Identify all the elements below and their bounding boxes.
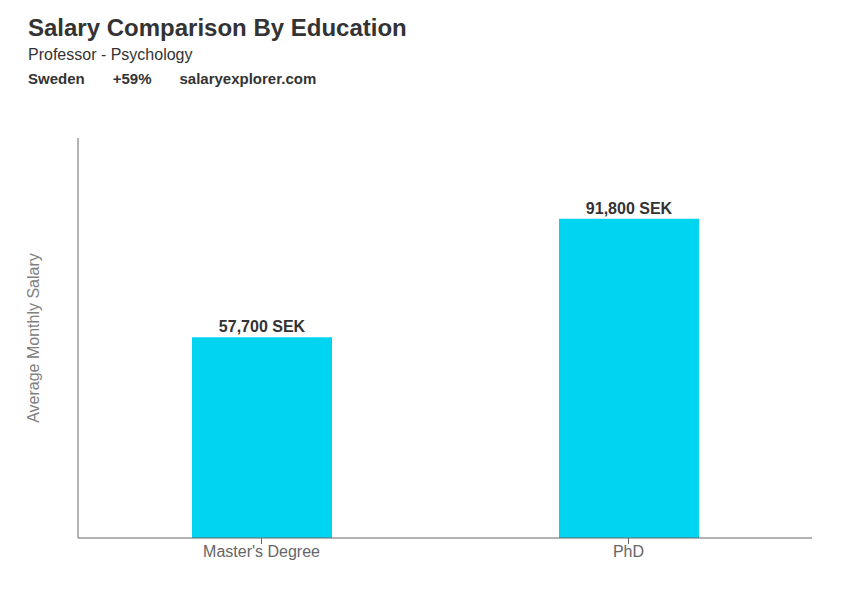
html-text:+59%: +59% (112, 70, 152, 87)
svg-text:57,700 SEK: 57,700 SEK (219, 318, 306, 335)
svg-text:Average Monthly Salary: Average Monthly Salary (25, 253, 42, 423)
html-text:salaryexplorer.com: salaryexplorer.com (179, 70, 317, 87)
svg-text:91,800 SEK: 91,800 SEK (586, 200, 673, 217)
html-text:Professor - Psychology: Professor - Psychology (28, 46, 193, 63)
html-text:Salary Comparison By Education: Salary Comparison By Education (28, 14, 407, 41)
html-text:Sweden: Sweden (28, 70, 85, 87)
svg-text:PhD: PhD (613, 543, 644, 560)
svg-text:Master's Degree: Master's Degree (203, 543, 320, 560)
